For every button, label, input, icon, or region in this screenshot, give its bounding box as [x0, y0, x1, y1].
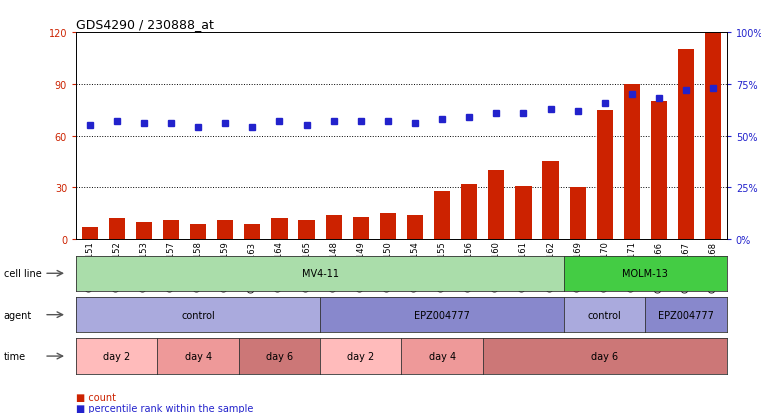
Bar: [434, 191, 451, 240]
Text: cell line: cell line: [4, 268, 42, 279]
Bar: [380, 214, 396, 240]
Bar: [109, 219, 125, 240]
Text: EPZ004777: EPZ004777: [658, 310, 714, 320]
Bar: [244, 224, 260, 240]
Text: day 6: day 6: [591, 351, 619, 361]
Text: control: control: [588, 310, 622, 320]
Bar: [352, 217, 369, 240]
Text: ■ count: ■ count: [76, 392, 116, 402]
Text: EPZ004777: EPZ004777: [414, 310, 470, 320]
Text: day 6: day 6: [266, 351, 293, 361]
Bar: [163, 221, 179, 240]
Bar: [272, 219, 288, 240]
Bar: [489, 171, 505, 240]
Bar: [81, 228, 97, 240]
Bar: [678, 50, 694, 240]
Bar: [190, 224, 206, 240]
Bar: [651, 102, 667, 240]
Bar: [217, 221, 234, 240]
Bar: [543, 162, 559, 240]
Text: ■ percentile rank within the sample: ■ percentile rank within the sample: [76, 403, 253, 413]
Text: day 4: day 4: [184, 351, 212, 361]
Text: day 4: day 4: [428, 351, 456, 361]
Text: control: control: [181, 310, 215, 320]
Bar: [569, 188, 586, 240]
Text: MV4-11: MV4-11: [301, 268, 339, 279]
Text: MOLM-13: MOLM-13: [622, 268, 668, 279]
Bar: [298, 221, 315, 240]
Text: time: time: [4, 351, 26, 361]
Text: GDS4290 / 230888_at: GDS4290 / 230888_at: [76, 17, 214, 31]
Bar: [515, 186, 531, 240]
Bar: [461, 185, 477, 240]
Text: agent: agent: [4, 310, 32, 320]
Bar: [597, 111, 613, 240]
Text: day 2: day 2: [347, 351, 374, 361]
Bar: [135, 222, 152, 240]
Bar: [624, 85, 640, 240]
Text: day 2: day 2: [103, 351, 130, 361]
Bar: [407, 216, 423, 240]
Bar: [326, 216, 342, 240]
Bar: [705, 33, 721, 240]
